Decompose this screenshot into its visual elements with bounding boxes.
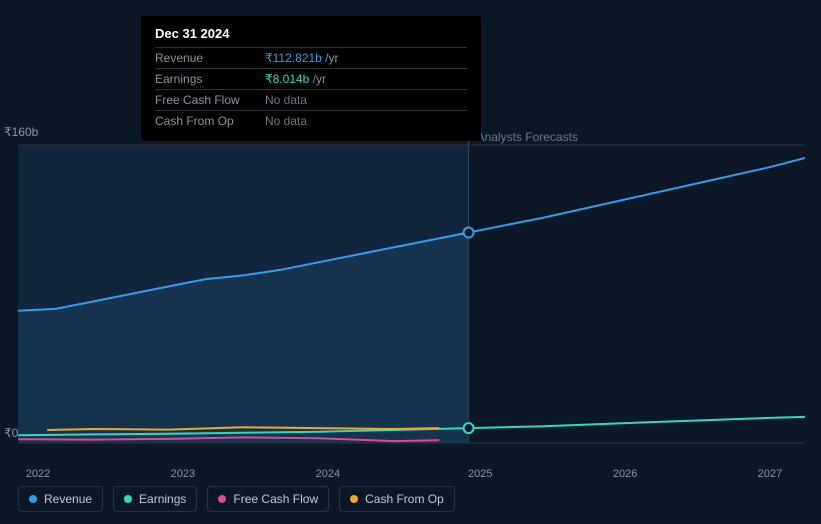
tooltip-row: Revenue ₹112.821b /yr xyxy=(155,47,467,68)
legend-dot-icon xyxy=(350,495,358,503)
x-axis-tick: 2023 xyxy=(171,468,195,480)
legend-item-cash-from-op[interactable]: Cash From Op xyxy=(339,486,455,512)
legend-dot-icon xyxy=(124,495,132,503)
tooltip-row: Cash From Op No data xyxy=(155,110,467,131)
tooltip-row-value: No data xyxy=(265,93,307,107)
legend-dot-icon xyxy=(29,495,37,503)
tooltip-row: Earnings ₹8.014b /yr xyxy=(155,68,467,89)
forecast-section-label: Analysts Forecasts xyxy=(477,130,578,144)
legend-dot-icon xyxy=(218,495,226,503)
legend-item-earnings[interactable]: Earnings xyxy=(113,486,197,512)
legend-label: Revenue xyxy=(44,492,92,506)
chart-svg xyxy=(18,125,805,444)
tooltip-row-value: ₹112.821b /yr xyxy=(265,51,338,65)
x-axis-tick: 2025 xyxy=(468,468,492,480)
x-axis-tick: 2022 xyxy=(26,468,50,480)
tooltip-row-value: No data xyxy=(265,114,307,128)
chart-tooltip: Dec 31 2024 Revenue ₹112.821b /yrEarning… xyxy=(141,16,481,141)
legend-item-free-cash-flow[interactable]: Free Cash Flow xyxy=(207,486,329,512)
x-axis-tick: 2027 xyxy=(758,468,782,480)
legend-label: Cash From Op xyxy=(365,492,444,506)
tooltip-row-label: Revenue xyxy=(155,51,265,65)
chart-plot-area[interactable]: Past Analysts Forecasts 2022202320242025… xyxy=(18,125,805,444)
y-axis-min-label: ₹0 xyxy=(4,426,18,440)
tooltip-row-value: ₹8.014b /yr xyxy=(265,72,326,86)
tooltip-row-label: Earnings xyxy=(155,72,265,86)
legend-label: Free Cash Flow xyxy=(233,492,318,506)
legend-label: Earnings xyxy=(139,492,186,506)
x-axis-tick: 2024 xyxy=(316,468,340,480)
tooltip-row-label: Free Cash Flow xyxy=(155,93,265,107)
x-axis-tick: 2026 xyxy=(613,468,637,480)
tooltip-row-label: Cash From Op xyxy=(155,114,265,128)
tooltip-row: Free Cash Flow No data xyxy=(155,89,467,110)
tooltip-rows: Revenue ₹112.821b /yrEarnings ₹8.014b /y… xyxy=(155,47,467,131)
chart-legend: Revenue Earnings Free Cash Flow Cash From O… xyxy=(18,486,455,512)
financial-forecast-chart: Dec 31 2024 Revenue ₹112.821b /yrEarning… xyxy=(0,0,821,524)
tooltip-date: Dec 31 2024 xyxy=(155,26,467,41)
legend-item-revenue[interactable]: Revenue xyxy=(18,486,103,512)
